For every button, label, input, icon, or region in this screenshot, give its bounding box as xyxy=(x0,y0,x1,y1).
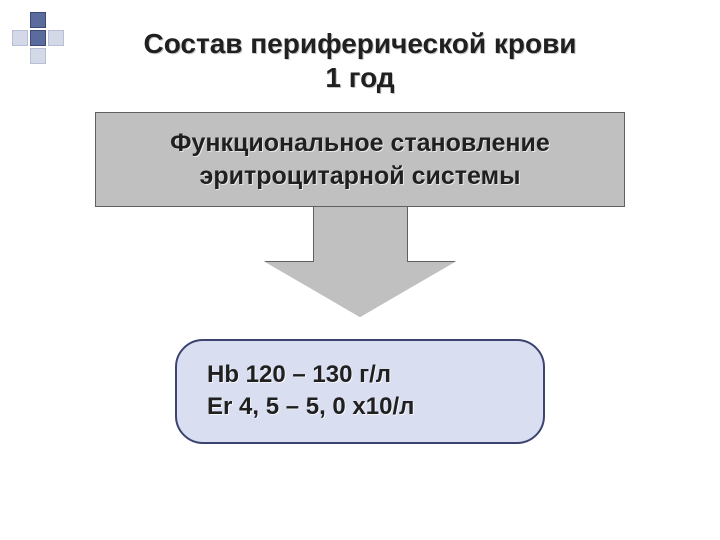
slide-content: Состав периферической крови 1 год Функци… xyxy=(0,0,720,444)
title-line2: 1 год xyxy=(325,62,394,94)
process-text-line2: эритроцитарной системы xyxy=(116,160,604,193)
hb-value: Hb 120 – 130 г/л xyxy=(207,359,513,391)
process-box: Функциональное становление эритроцитарно… xyxy=(95,112,625,207)
down-arrow-icon xyxy=(265,207,455,317)
values-box: Hb 120 – 130 г/л Er 4, 5 – 5, 0 х10/л xyxy=(175,339,545,444)
corner-decoration xyxy=(12,12,64,64)
process-text-line1: Функциональное становление xyxy=(116,127,604,160)
er-value: Er 4, 5 – 5, 0 х10/л xyxy=(207,391,513,423)
title-line1: Состав периферической крови xyxy=(143,28,576,60)
